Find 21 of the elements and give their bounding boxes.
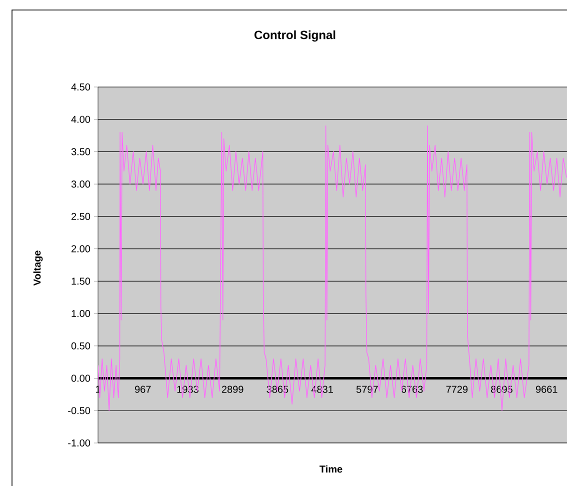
x-tick-label: 967 — [134, 386, 151, 393]
y-tick-label: 4.00 — [71, 116, 90, 123]
y-tick-label: 3.00 — [71, 180, 90, 188]
y-tick-label: 0.00 — [71, 374, 90, 382]
y-tick-label: 4.50 — [71, 83, 90, 91]
x-tick-label: 2899 — [222, 386, 244, 393]
x-axis-title: Time — [320, 465, 342, 473]
y-tick-label: 2.00 — [72, 245, 90, 252]
line-series — [98, 125, 567, 411]
x-tick-label: 5797 — [356, 386, 378, 393]
chart-title: Control Signal — [254, 30, 336, 42]
y-tick-label: -0.50 — [68, 407, 90, 414]
y-tick-label: 0.50 — [71, 342, 90, 350]
y-tick-label: -1.00 — [68, 439, 90, 447]
y-tick-label: 2.50 — [72, 212, 90, 220]
y-tick-label: 1.00 — [72, 310, 90, 318]
y-tick-label: 1.50 — [72, 278, 90, 285]
x-tick-label: 9661 — [536, 386, 558, 393]
x-tick-label: 7729 — [446, 386, 468, 393]
y-tick-label: 3.50 — [71, 148, 90, 156]
y-axis-title: Voltage — [33, 250, 43, 286]
